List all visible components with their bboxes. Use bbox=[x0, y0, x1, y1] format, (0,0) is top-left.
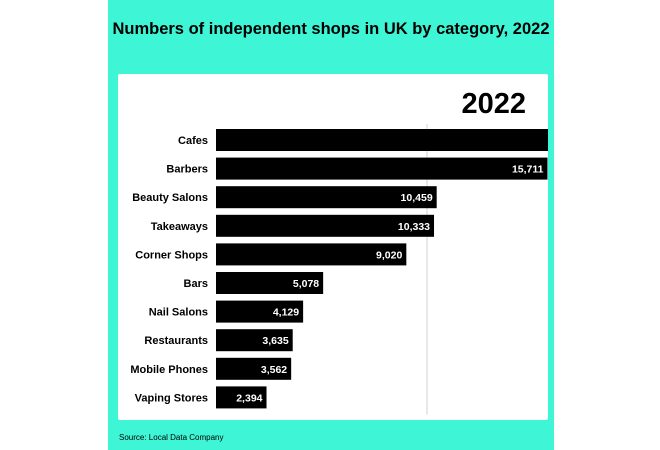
year-label: 2022 bbox=[461, 88, 526, 120]
category-label: Barbers bbox=[166, 164, 208, 176]
category-label: Vaping Stores bbox=[135, 392, 208, 404]
value-label: 10,333 bbox=[398, 221, 430, 233]
value-label: 5,078 bbox=[293, 278, 319, 290]
category-label: Takeaways bbox=[151, 221, 208, 233]
bar bbox=[216, 214, 435, 237]
value-label: 3,635 bbox=[262, 335, 288, 347]
bar bbox=[216, 386, 267, 409]
bar bbox=[216, 129, 548, 151]
category-label: Restaurants bbox=[144, 335, 208, 347]
category-label: Bars bbox=[184, 278, 208, 290]
chart-title: Numbers of independent shops in UK by ca… bbox=[112, 20, 550, 38]
category-label: Corner Shops bbox=[135, 249, 208, 261]
category-label: Beauty Salons bbox=[132, 192, 208, 204]
value-label: 3,562 bbox=[261, 364, 287, 376]
value-label: 15,711 bbox=[512, 164, 544, 176]
value-label: 9,020 bbox=[376, 249, 402, 261]
bar bbox=[216, 300, 304, 323]
value-label: 10,459 bbox=[401, 192, 433, 204]
source-note: Source: Local Data Company bbox=[119, 433, 224, 442]
bar bbox=[216, 272, 324, 294]
category-label: Nail Salons bbox=[149, 307, 208, 319]
bar bbox=[216, 243, 407, 266]
bar bbox=[216, 186, 437, 209]
category-label: Cafes bbox=[178, 135, 208, 147]
bar bbox=[216, 157, 548, 180]
bar bbox=[216, 357, 292, 380]
poster-background: Numbers of independent shops in UK by ca… bbox=[108, 0, 554, 450]
value-label: 2,394 bbox=[236, 392, 262, 404]
value-label: 4,129 bbox=[273, 307, 299, 319]
bar bbox=[216, 329, 293, 352]
category-label: Mobile Phones bbox=[130, 364, 208, 376]
